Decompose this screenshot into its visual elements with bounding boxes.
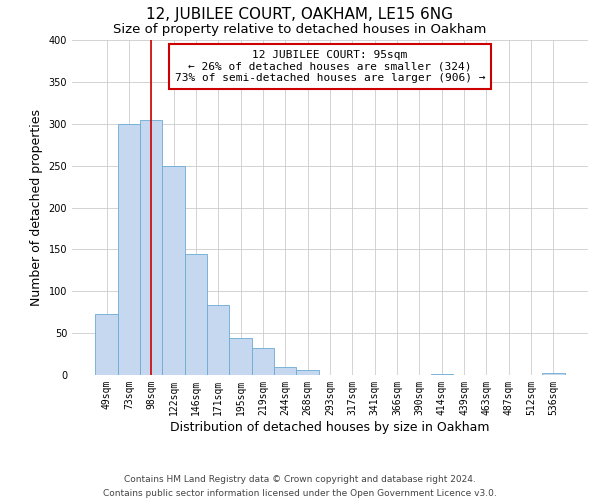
Bar	[163, 166, 185, 375]
Text: Size of property relative to detached houses in Oakham: Size of property relative to detached ho…	[113, 22, 487, 36]
Bar	[207, 306, 229, 375]
Bar	[229, 338, 252, 375]
X-axis label: Distribution of detached houses by size in Oakham: Distribution of detached houses by size …	[170, 420, 490, 434]
Bar	[185, 254, 207, 375]
Bar	[252, 348, 274, 375]
Bar	[542, 374, 565, 375]
Bar	[296, 370, 319, 375]
Bar	[118, 124, 140, 375]
Bar	[140, 120, 163, 375]
Bar	[274, 368, 296, 375]
Text: 12 JUBILEE COURT: 95sqm
← 26% of detached houses are smaller (324)
73% of semi-d: 12 JUBILEE COURT: 95sqm ← 26% of detache…	[175, 50, 485, 83]
Text: Contains HM Land Registry data © Crown copyright and database right 2024.
Contai: Contains HM Land Registry data © Crown c…	[103, 476, 497, 498]
Y-axis label: Number of detached properties: Number of detached properties	[30, 109, 43, 306]
Bar	[95, 314, 118, 375]
Text: 12, JUBILEE COURT, OAKHAM, LE15 6NG: 12, JUBILEE COURT, OAKHAM, LE15 6NG	[146, 8, 454, 22]
Bar	[431, 374, 453, 375]
